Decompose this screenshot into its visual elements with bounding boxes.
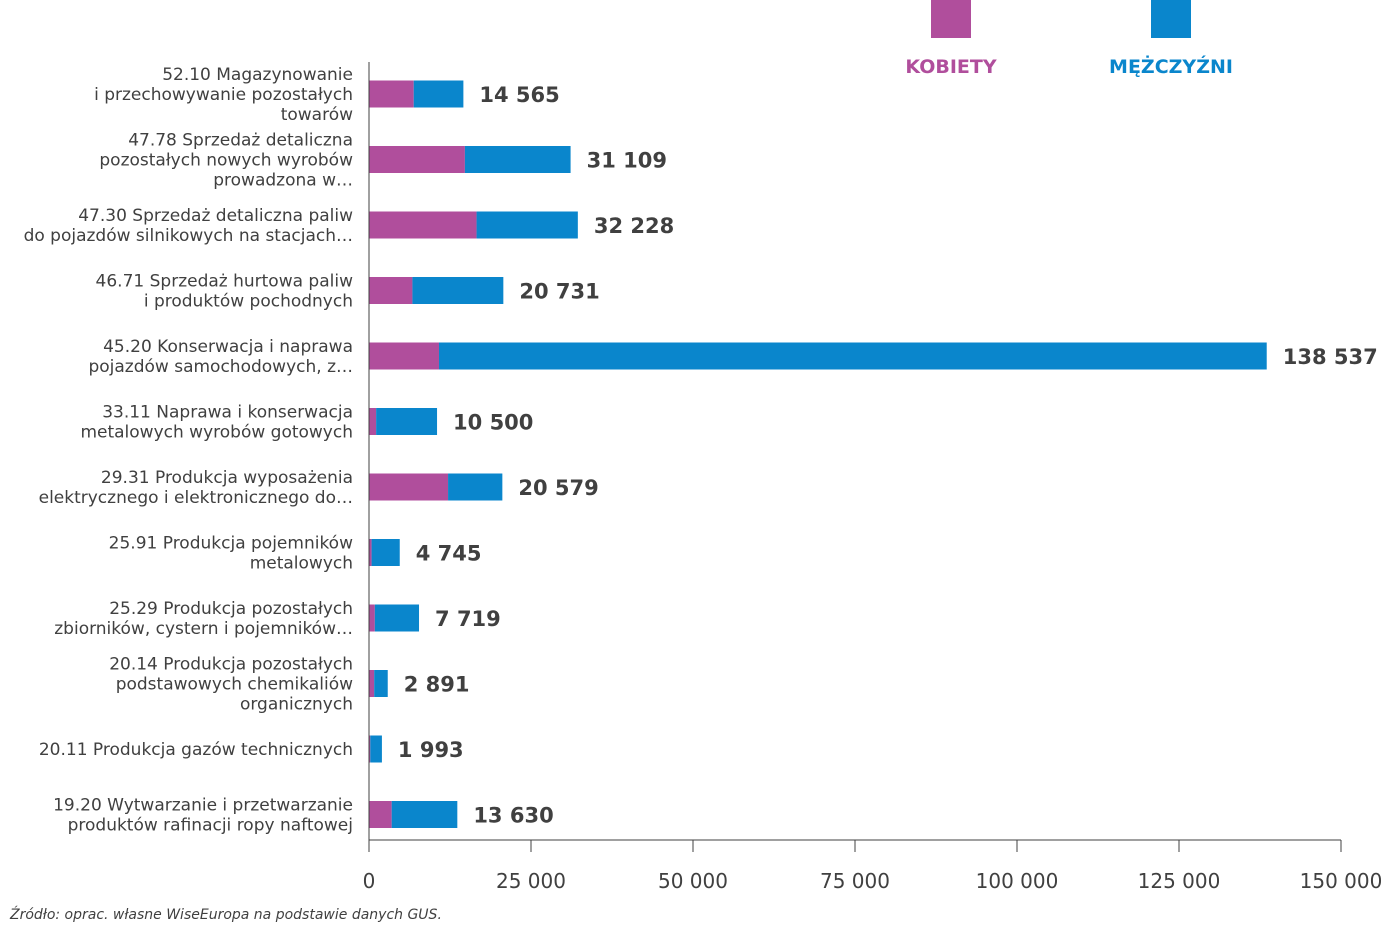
total-label-1: 31 109	[587, 149, 667, 173]
category-label-0-line-0: 52.10 Magazynowanie	[162, 65, 353, 85]
total-label-5: 10 500	[453, 411, 533, 435]
category-label-8-line-0: 25.29 Produkcja pozostałych	[109, 599, 353, 619]
x-tick-label-0: 0	[363, 869, 376, 893]
total-label-7: 4 745	[416, 542, 482, 566]
category-label-5-line-1: metalowych wyrobów gotowych	[80, 423, 353, 443]
x-tick-label-5: 125 000	[1138, 869, 1221, 893]
bar-kobiety-7	[369, 539, 372, 566]
category-label-1-line-0: 47.78 Sprzedaż detaliczna	[128, 131, 353, 151]
category-label-9-line-0: 20.14 Produkcja pozostałych	[109, 655, 353, 675]
category-label-4-line-0: 45.20 Konserwacja i naprawa	[103, 337, 353, 357]
bar-kobiety-9	[369, 670, 375, 697]
bar-mezczyzni-0	[413, 80, 464, 108]
bar-kobiety-4	[369, 342, 439, 370]
category-label-10-line-0: 20.11 Produkcja gazów technicznych	[39, 740, 353, 760]
bar-mezczyzni-5	[376, 408, 438, 435]
bar-mezczyzni-4	[438, 342, 1267, 370]
bar-mezczyzni-11	[391, 801, 458, 828]
category-label-9-line-2: organicznych	[240, 695, 353, 715]
bars-group	[369, 80, 1267, 828]
total-label-10: 1 993	[398, 738, 464, 762]
bar-mezczyzni-9	[374, 670, 388, 697]
bar-mezczyzni-1	[464, 146, 571, 173]
total-label-6: 20 579	[518, 476, 598, 500]
bar-kobiety-10	[369, 735, 371, 763]
category-label-7-line-0: 25.91 Produkcja pojemników	[109, 534, 353, 554]
bar-kobiety-2	[369, 211, 477, 239]
bar-kobiety-5	[369, 408, 377, 435]
category-label-0-line-1: i przechowywanie pozostałych	[94, 85, 353, 105]
category-label-9-line-1: podstawowych chemikaliów	[116, 675, 353, 695]
total-label-0: 14 565	[479, 83, 559, 107]
category-label-4-line-1: pojazdów samochodowych, z…	[88, 357, 353, 377]
legend-swatch-0	[931, 0, 971, 38]
bar-mezczyzni-3	[412, 277, 504, 304]
bar-mezczyzni-10	[370, 735, 382, 763]
total-label-3: 20 731	[519, 280, 599, 304]
source-note: Źródło: oprac. własne WiseEuropa na pods…	[10, 907, 442, 923]
category-label-3-line-0: 46.71 Sprzedaż hurtowa paliw	[96, 272, 354, 292]
x-tick-label-4: 100 000	[976, 869, 1059, 893]
bar-kobiety-11	[369, 801, 392, 828]
legend-label-1: MĘŻCZYŹNI	[1109, 54, 1233, 78]
bar-kobiety-3	[369, 277, 413, 304]
category-label-3-line-1: i produktów pochodnych	[144, 292, 353, 312]
bar-kobiety-8	[369, 604, 375, 632]
bar-mezczyzni-8	[374, 604, 420, 632]
category-label-7-line-1: metalowych	[250, 554, 353, 574]
total-label-11: 13 630	[473, 804, 553, 828]
x-axis: 0 25 000 50 000 75 000 100 000 125 000 150 000	[363, 62, 1383, 893]
category-label-11-line-1: produktów rafinacji ropy naftowej	[68, 816, 353, 836]
category-label-11-line-0: 19.20 Wytwarzanie i przetwarzanie	[53, 796, 353, 816]
bar-mezczyzni-2	[476, 211, 578, 239]
category-label-8-line-1: zbiorników, cystern i pojemników…	[54, 619, 353, 639]
category-label-1-line-1: pozostałych nowych wyrobów	[99, 151, 353, 171]
x-tick-label-1: 25 000	[496, 869, 566, 893]
category-label-6-line-0: 29.31 Produkcja wyposażenia	[101, 468, 353, 488]
bar-kobiety-1	[369, 146, 465, 173]
category-label-1-line-2: prowadzona w…	[213, 171, 353, 191]
bar-kobiety-6	[369, 473, 449, 501]
total-label-9: 2 891	[404, 673, 470, 697]
x-tick-label-3: 75 000	[820, 869, 890, 893]
x-tick-label-2: 50 000	[658, 869, 728, 893]
bar-kobiety-0	[369, 80, 414, 108]
legend-swatch-1	[1151, 0, 1191, 38]
total-label-8: 7 719	[435, 607, 501, 631]
legend-label-0: KOBIETY	[905, 56, 997, 78]
category-label-5-line-0: 33.11 Naprawa i konserwacja	[102, 403, 353, 423]
legend: KOBIETY MĘŻCZYŹNI	[905, 0, 1233, 78]
category-label-2-line-1: do pojazdów silnikowych na stacjach…	[24, 226, 353, 246]
category-label-6-line-1: elektrycznego i elektronicznego do…	[39, 488, 353, 508]
bar-mezczyzni-7	[371, 539, 400, 566]
total-label-2: 32 228	[594, 214, 674, 238]
bar-mezczyzni-6	[448, 473, 503, 501]
total-label-4: 138 537	[1283, 345, 1378, 369]
x-tick-label-6: 150 000	[1300, 869, 1383, 893]
category-label-0-line-2: towarów	[281, 105, 353, 125]
total-labels: 14 565 31 109 32 228 20 731 138 537 10 500 20 …	[398, 83, 1378, 828]
category-label-2-line-0: 47.30 Sprzedaż detaliczna paliw	[78, 206, 353, 226]
